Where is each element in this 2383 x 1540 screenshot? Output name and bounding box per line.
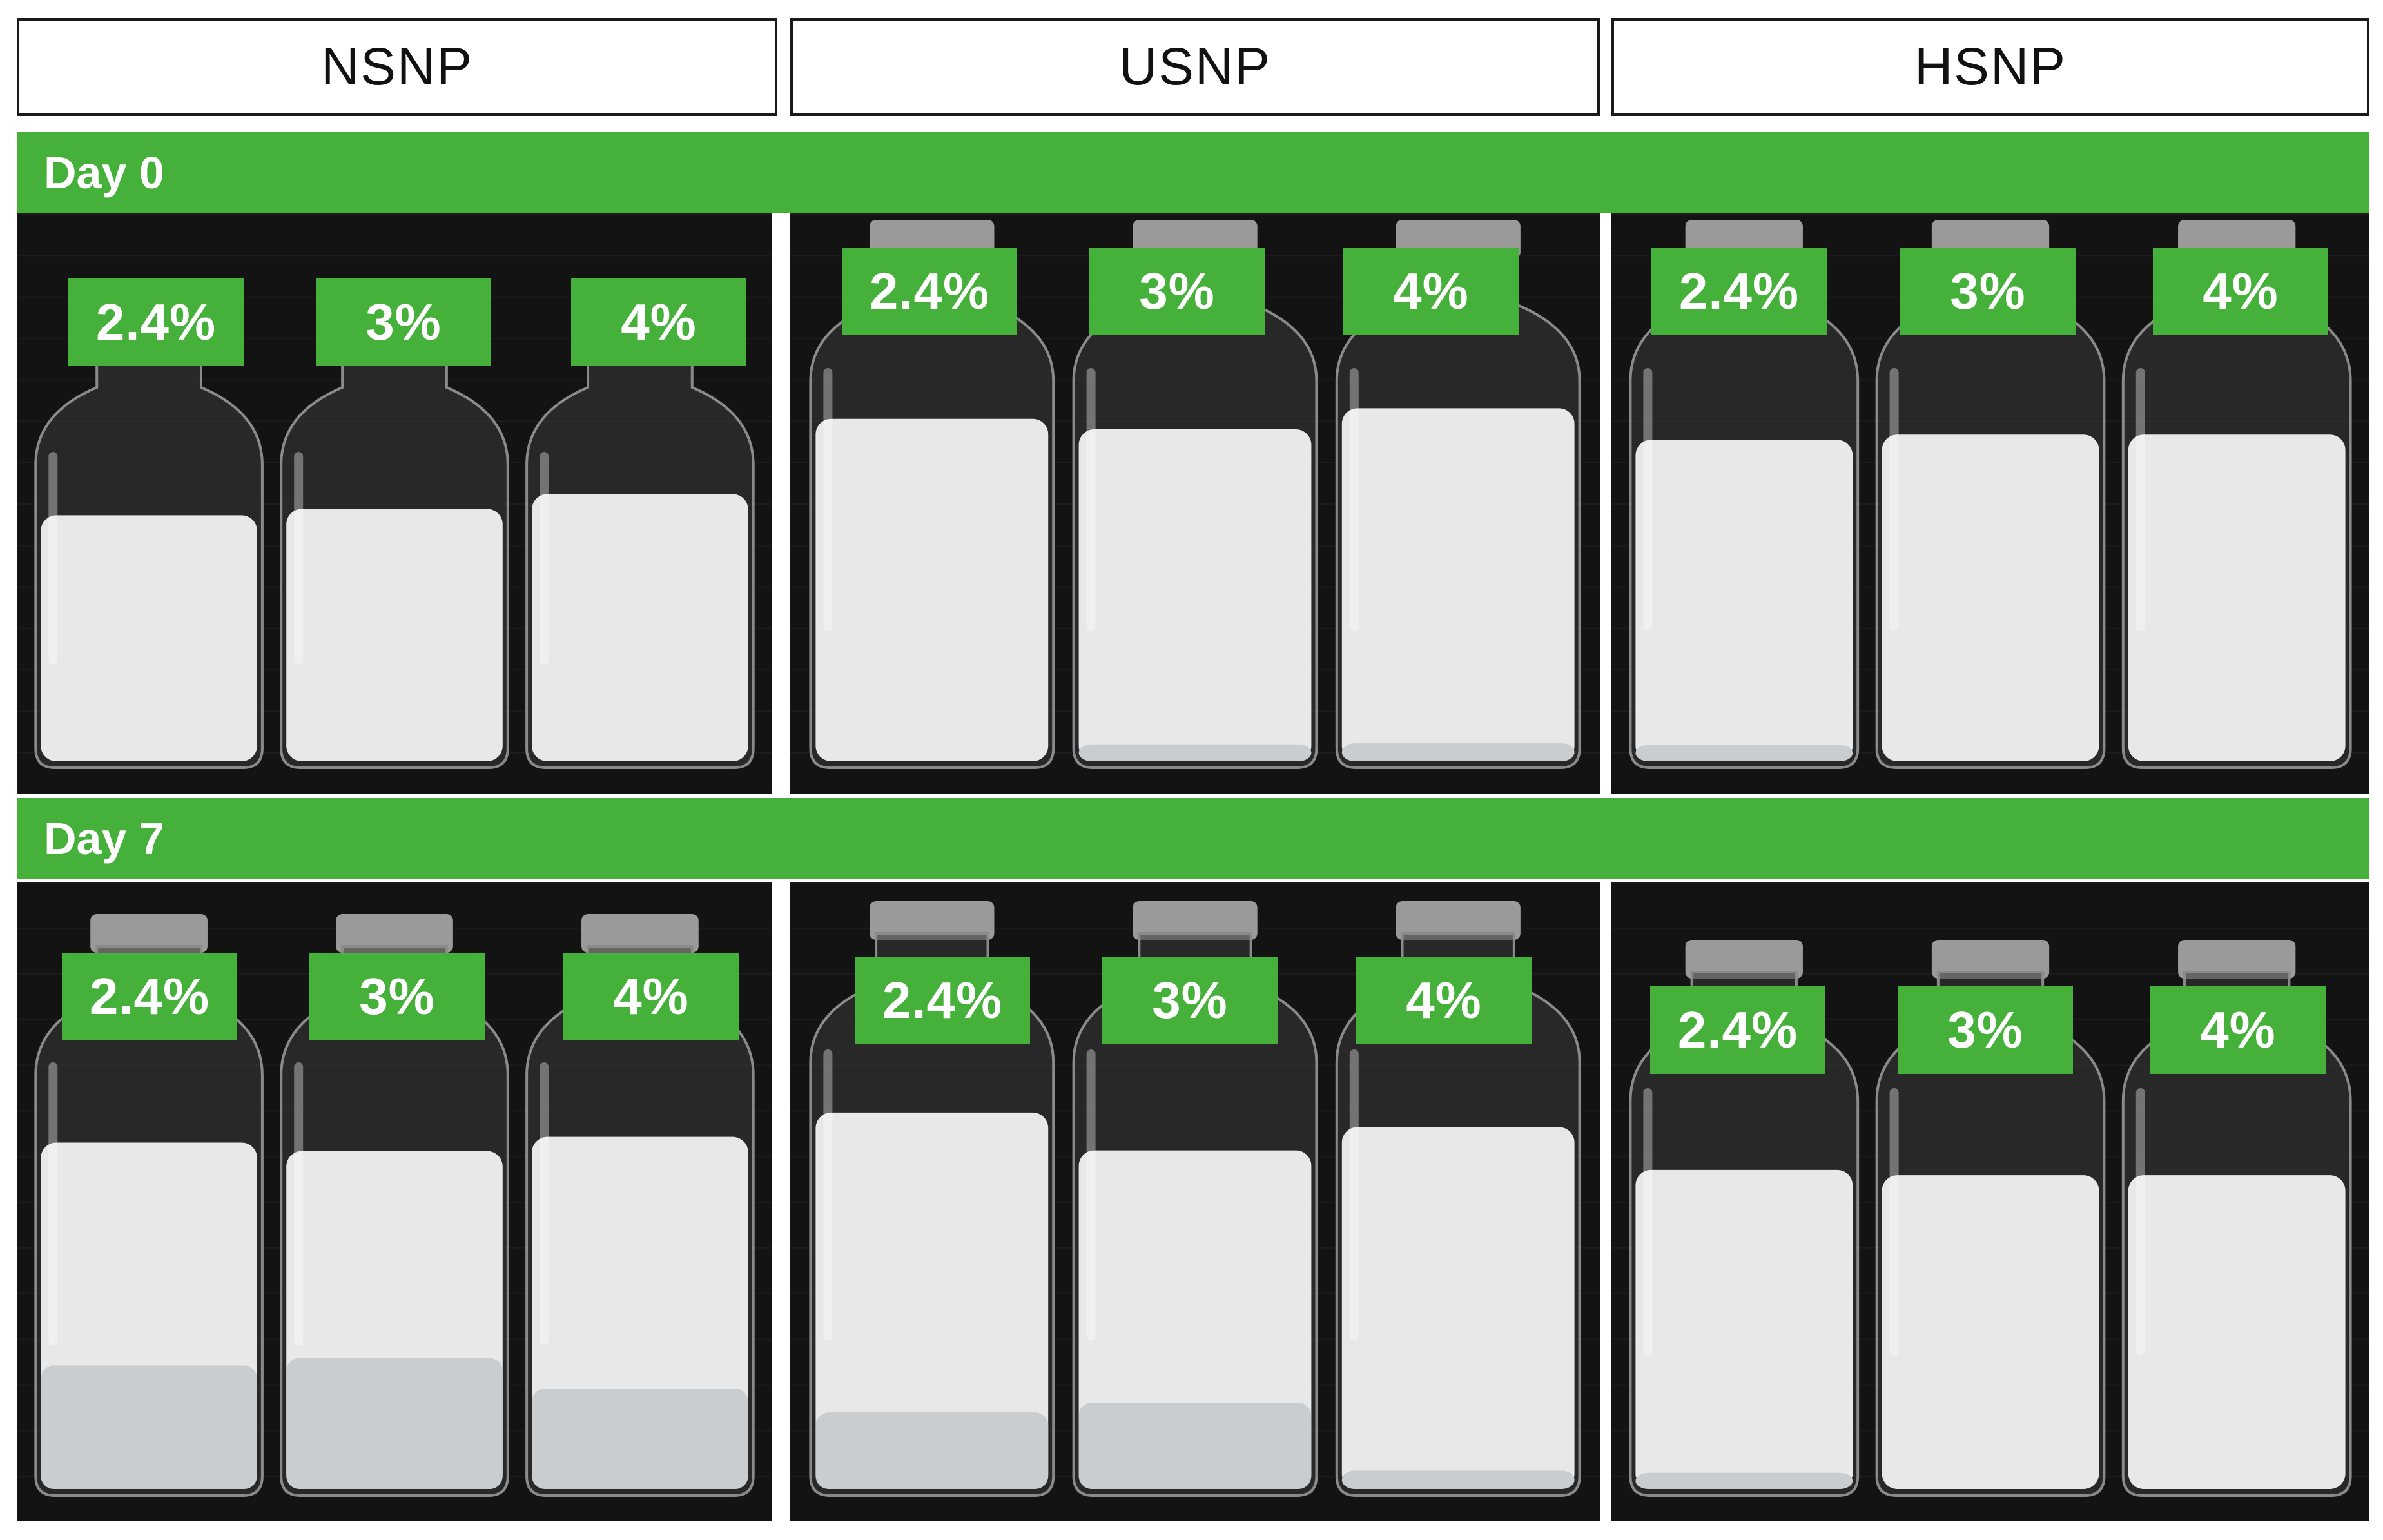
label-day7-usnp-4: 4%	[1356, 957, 1532, 1044]
label-day0-usnp-2-4: 2.4%	[842, 248, 1017, 335]
label-day7-hsnp-4: 4%	[2150, 986, 2326, 1074]
label-day0-hsnp-3: 3%	[1900, 248, 2076, 335]
day-0-label: Day 0	[44, 148, 164, 198]
label-day0-nsnp-4: 4%	[571, 278, 746, 366]
vial	[1072, 220, 1318, 769]
vial	[1335, 220, 1581, 769]
vials-drawing	[17, 882, 772, 1521]
label-day0-usnp-4: 4%	[1343, 248, 1519, 335]
label-day7-hsnp-2-4: 2.4%	[1650, 986, 1825, 1074]
photo-day7-hsnp	[1611, 882, 2369, 1521]
day-7-bar: Day 7	[17, 798, 2369, 879]
vial	[1072, 901, 1318, 1497]
vial	[525, 914, 755, 1497]
vial	[34, 914, 264, 1497]
vial	[1629, 940, 1860, 1497]
photo-day7-nsnp	[17, 882, 772, 1521]
label-day0-nsnp-3: 3%	[316, 278, 491, 366]
column-header-usnp: USNP	[790, 18, 1600, 116]
vial	[280, 914, 509, 1497]
column-header-hsnp: HSNP	[1611, 18, 2369, 116]
vial	[809, 901, 1055, 1497]
photo-day0-hsnp	[1611, 213, 2369, 794]
label-day7-nsnp-4: 4%	[563, 953, 739, 1040]
label-day7-nsnp-2-4: 2.4%	[62, 953, 237, 1040]
label-day0-usnp-3: 3%	[1089, 248, 1265, 335]
vial	[280, 304, 509, 769]
label-day7-usnp-3: 3%	[1102, 957, 1278, 1044]
column-header-nsnp: NSNP	[17, 18, 777, 116]
label-day7-nsnp-3: 3%	[309, 953, 485, 1040]
label-day0-hsnp-4: 4%	[2153, 248, 2328, 335]
label-day7-usnp-2-4: 2.4%	[855, 957, 1030, 1044]
label-day0-hsnp-2-4: 2.4%	[1651, 248, 1827, 335]
vial	[2121, 220, 2352, 769]
day-7-label: Day 7	[44, 814, 164, 864]
vial	[1875, 940, 2106, 1497]
label-day0-nsnp-2-4: 2.4%	[68, 278, 244, 366]
vials-drawing	[1611, 882, 2369, 1521]
vial	[2121, 940, 2352, 1497]
day-0-bar: Day 0	[17, 132, 2369, 213]
vial	[1629, 220, 1860, 769]
vial	[1335, 901, 1581, 1497]
vial	[809, 220, 1055, 769]
label-day7-hsnp-3: 3%	[1898, 986, 2073, 1074]
vial	[1875, 220, 2106, 769]
